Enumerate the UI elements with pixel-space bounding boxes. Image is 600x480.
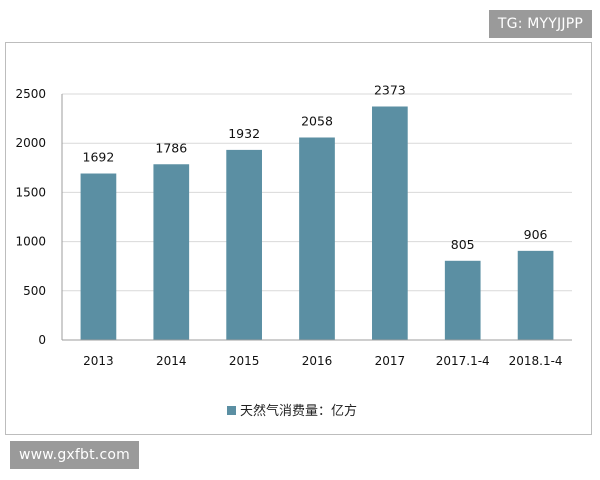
y-tick-label: 2000 xyxy=(15,136,46,150)
bar xyxy=(444,260,481,340)
x-tick-label: 2015 xyxy=(229,354,260,368)
x-tick-label: 2017.1-4 xyxy=(436,354,490,368)
data-labels: 1692 1786 1932 2058 2373 805 906 xyxy=(83,82,548,251)
bars xyxy=(80,106,554,341)
legend-swatch xyxy=(227,406,236,415)
bar xyxy=(372,106,408,341)
data-label: 906 xyxy=(524,227,548,242)
x-tick-label: 2018.1-4 xyxy=(509,354,563,368)
bar xyxy=(80,173,117,340)
y-tick-label: 1000 xyxy=(15,235,46,249)
data-label: 1786 xyxy=(155,140,187,155)
x-tick-label: 2017 xyxy=(375,354,406,368)
legend-label: 天然气消费量：亿方 xyxy=(240,403,357,419)
y-tick-label: 1500 xyxy=(15,185,46,199)
x-tick-label: 2014 xyxy=(156,354,187,368)
x-axis-ticks: 2013 2014 2015 2016 2017 2017.1-4 2018.1-4 xyxy=(83,354,562,368)
y-tick-label: 2500 xyxy=(15,87,46,101)
bar xyxy=(226,149,262,340)
bar xyxy=(153,164,190,340)
bar xyxy=(517,250,554,340)
watermark-bottom-left: www.gxfbt.com xyxy=(10,441,139,469)
data-label: 1692 xyxy=(83,150,115,165)
data-label: 2058 xyxy=(301,113,333,128)
y-axis-ticks: 0 500 1000 1500 2000 2500 xyxy=(15,87,46,347)
x-tick-label: 2016 xyxy=(302,354,333,368)
watermark-top-right: TG: MYYJJPP xyxy=(488,10,592,38)
y-tick-label: 0 xyxy=(38,333,46,347)
legend: 天然气消费量：亿方 xyxy=(227,403,357,419)
y-tick-label: 500 xyxy=(23,284,46,298)
data-label: 2373 xyxy=(374,82,406,97)
data-label: 1932 xyxy=(228,126,260,141)
x-tick-label: 2013 xyxy=(83,354,114,368)
data-label: 805 xyxy=(451,237,475,252)
bar xyxy=(299,137,335,340)
